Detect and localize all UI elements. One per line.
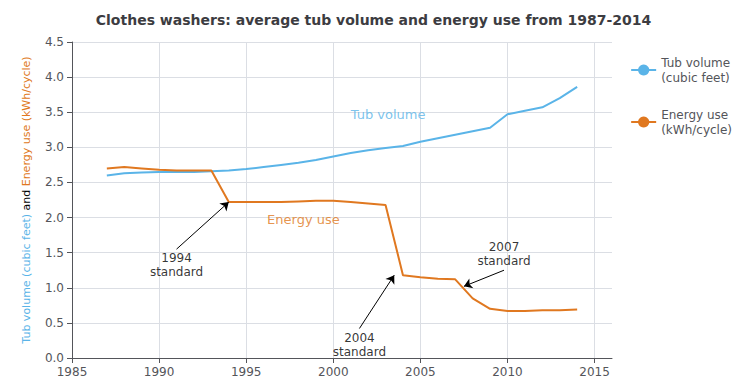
svg-text:3.5: 3.5 (45, 105, 64, 119)
svg-text:Tub volume: Tub volume (660, 56, 730, 70)
svg-text:2000: 2000 (318, 365, 349, 379)
svg-text:standard: standard (150, 265, 203, 279)
svg-text:(kWh/cycle): (kWh/cycle) (661, 123, 732, 137)
svg-text:3.0: 3.0 (45, 140, 64, 154)
svg-text:1995: 1995 (231, 365, 262, 379)
svg-text:2005: 2005 (405, 365, 436, 379)
svg-text:1990: 1990 (144, 365, 175, 379)
svg-text:Tub volume (cubic feet): Tub volume (cubic feet) (20, 214, 33, 345)
svg-text:2007: 2007 (489, 240, 520, 254)
svg-text:2004: 2004 (344, 331, 375, 345)
svg-text:0.5: 0.5 (45, 316, 64, 330)
svg-text:4.5: 4.5 (45, 35, 64, 49)
svg-text:standard: standard (333, 345, 386, 359)
svg-text:Energy use: Energy use (20, 125, 33, 187)
svg-text:1.5: 1.5 (45, 246, 64, 260)
svg-text:0.0: 0.0 (45, 351, 64, 365)
svg-text:Clothes washers: average tub v: Clothes washers: average tub volume and … (96, 12, 652, 28)
svg-text:(kWh/cycle): (kWh/cycle) (20, 56, 33, 121)
svg-text:2.0: 2.0 (45, 211, 64, 225)
svg-text:1994: 1994 (161, 251, 192, 265)
svg-text:1985: 1985 (57, 365, 88, 379)
svg-text:Tub volume: Tub volume (350, 107, 426, 122)
svg-text:2015: 2015 (579, 365, 610, 379)
svg-text:2010: 2010 (492, 365, 523, 379)
svg-text:1.0: 1.0 (45, 281, 64, 295)
svg-text:(cubic feet): (cubic feet) (661, 71, 730, 85)
svg-text:Energy use: Energy use (661, 108, 728, 122)
svg-text:4.0: 4.0 (45, 70, 64, 84)
svg-text:Energy use: Energy use (267, 212, 340, 227)
svg-text:2.5: 2.5 (45, 175, 64, 189)
svg-text:and: and (20, 190, 33, 211)
svg-text:standard: standard (477, 254, 530, 268)
